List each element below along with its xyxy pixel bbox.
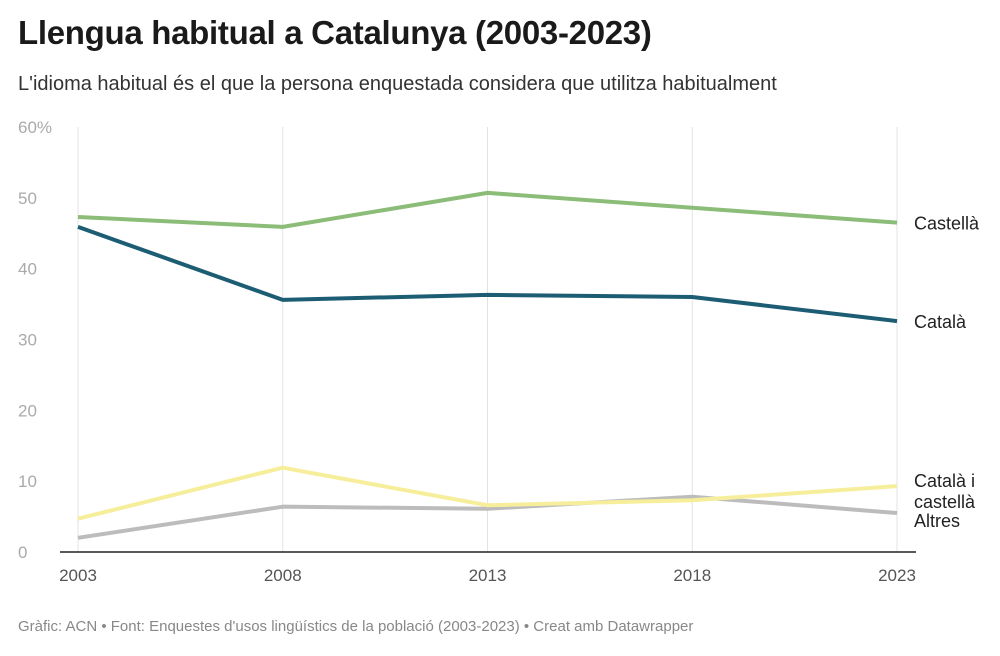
y-tick-label: 40 [18, 260, 37, 279]
x-tick-label: 2008 [264, 566, 302, 585]
series-line-catal-i-castell- [77, 465, 898, 521]
series-line-altres [77, 494, 898, 540]
series-label: Català [914, 312, 967, 332]
x-tick-label: 2013 [469, 566, 507, 585]
y-tick-label: 50 [18, 189, 37, 208]
chart-subtitle: L'idioma habitual és el que la persona e… [18, 73, 777, 95]
series-line-castell- [77, 190, 898, 229]
footer-source: Gràfic: ACN • Font: Enquestes d'usos lin… [18, 618, 694, 635]
chart-title: Llengua habitual a Catalunya (2003-2023) [18, 14, 652, 51]
y-tick-label: 0 [18, 543, 27, 562]
y-tick-label: 10 [18, 472, 37, 491]
x-tick-label: 2018 [673, 566, 711, 585]
series-label: castellà [914, 492, 976, 512]
y-tick-label: 30 [18, 331, 37, 350]
x-tick-label: 2003 [59, 566, 97, 585]
y-tick-label: 60% [18, 118, 52, 137]
x-tick-label: 2023 [878, 566, 916, 585]
series-label: Castellà [914, 214, 980, 234]
series-label: Altres [914, 511, 960, 531]
y-tick-label: 20 [18, 401, 37, 420]
series-line-catal- [77, 224, 898, 324]
series-label: Català i [914, 471, 975, 491]
